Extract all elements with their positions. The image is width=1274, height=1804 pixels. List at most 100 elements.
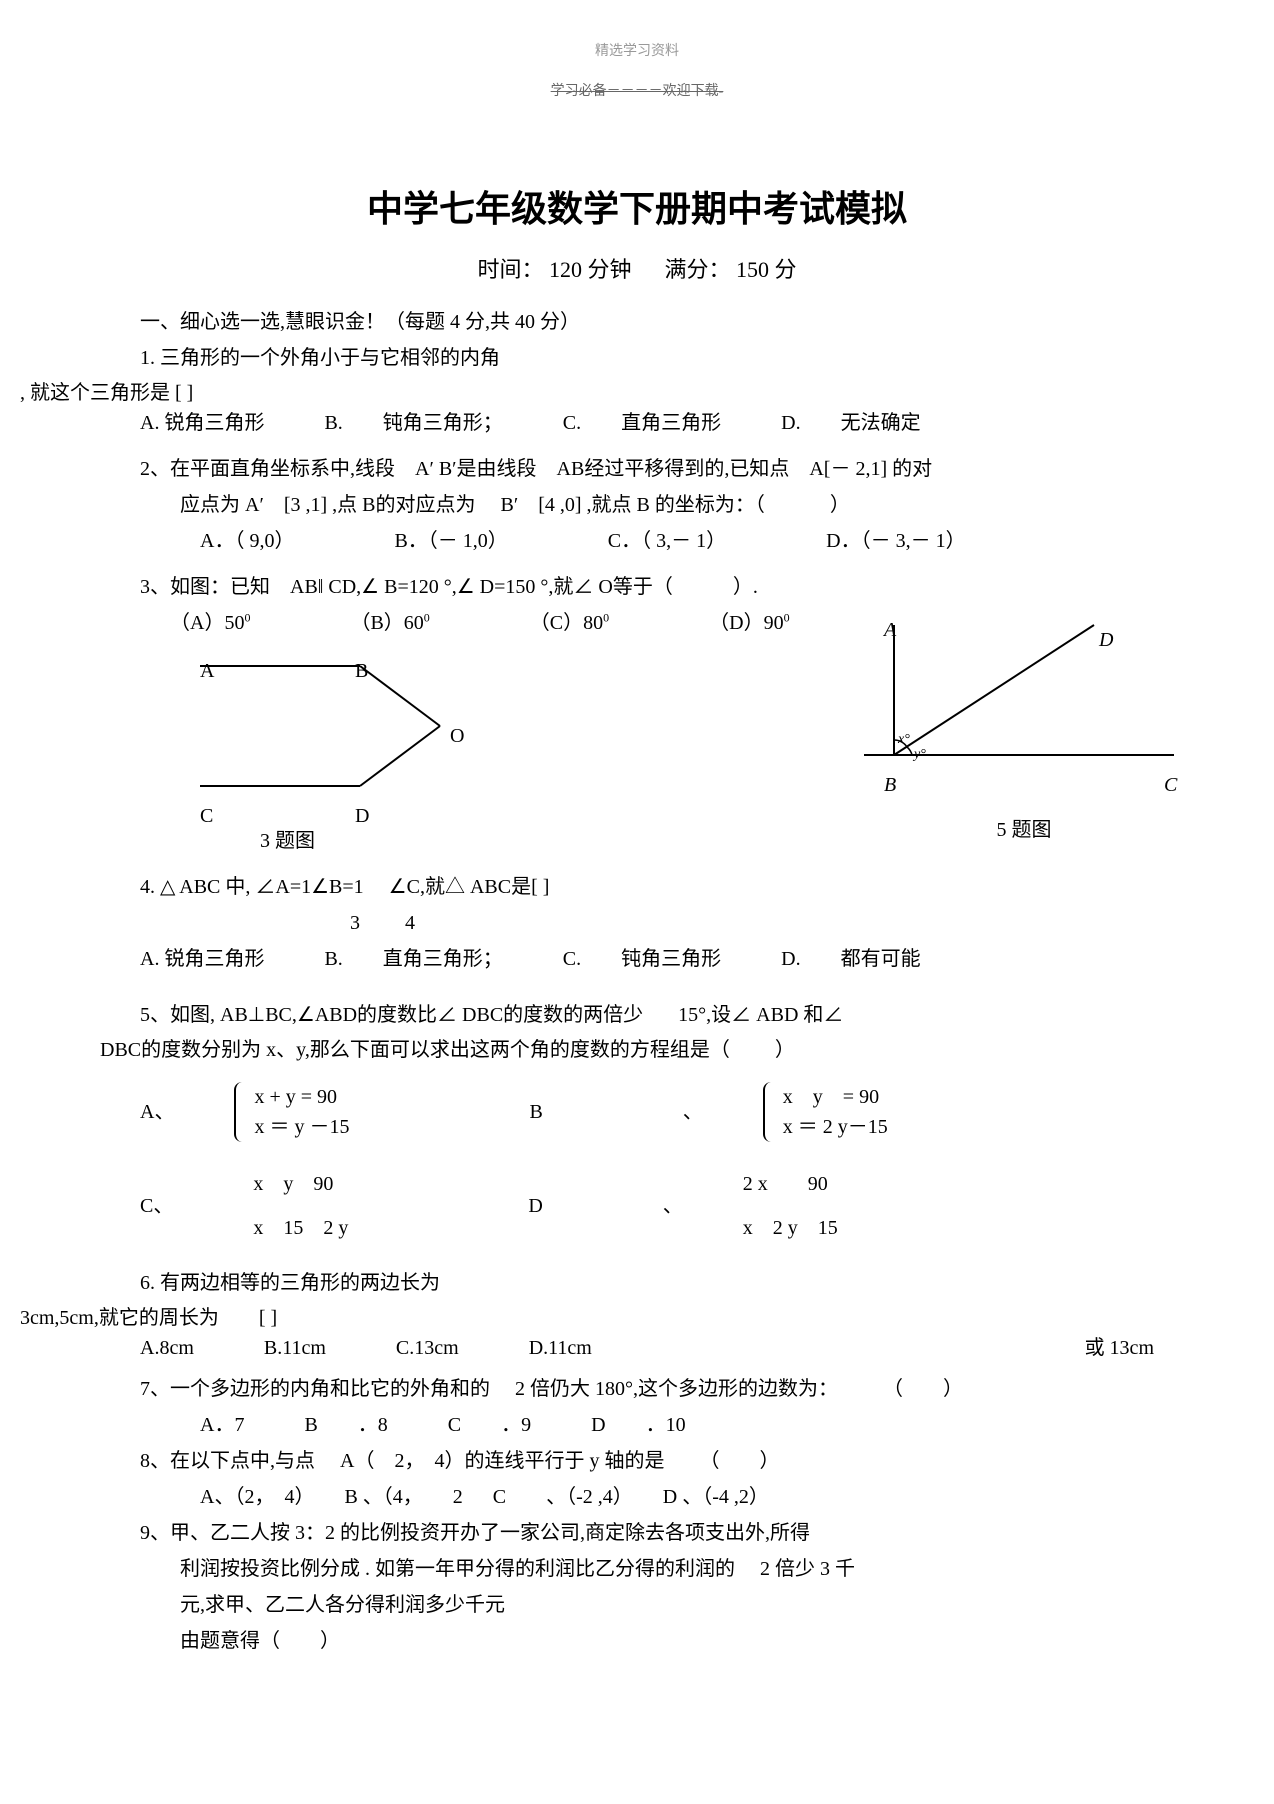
q5-diagram: A D B C x° y° bbox=[834, 605, 1194, 797]
q3-labO: O bbox=[450, 718, 464, 754]
q3-optD: （D）90 bbox=[709, 612, 783, 634]
q5-figC: C bbox=[1164, 767, 1177, 803]
q2-optA: A．（ 9,0） bbox=[200, 523, 294, 559]
q2-line1b: A′ B′是由线段 bbox=[415, 458, 537, 480]
q2: 2、在平面直角坐标系中,线段 A′ B′是由线段 AB经过平移得到的,已知点 A… bbox=[140, 451, 1214, 559]
q4-denom3: 3 bbox=[350, 912, 360, 934]
strike-header: 学习必备－－－－欢迎下载- bbox=[0, 80, 1274, 100]
q9: 9、甲、乙二人按 3：2 的比例投资开办了一家公司,商定除去各项支出外,所得 利… bbox=[140, 1515, 1214, 1659]
q5-optC-eq2: x 15 2 y bbox=[253, 1206, 348, 1250]
q5-optA-eq1: x + y = 90 bbox=[254, 1082, 349, 1112]
q5-line1a: 5、如图, AB⊥BC,∠ABD的度数比∠ DBC的度数的两倍少 bbox=[140, 1004, 643, 1026]
q5-optrow2: C、 x y 90 x 15 2 y D 、 2 x 90 x 2 y 15 bbox=[140, 1162, 1214, 1250]
q2-line2c: ） bbox=[830, 494, 850, 516]
q4-line1b: ∠C,就△ ABC是[ ] bbox=[389, 876, 550, 898]
q5-optB-sep: 、 bbox=[683, 1094, 703, 1130]
deg: 0 bbox=[424, 610, 430, 624]
q7-optD: D ．10 bbox=[591, 1407, 685, 1443]
page: 精选学习资料 学习必备－－－－欢迎下载- 中学七年级数学下册期中考试模拟 时间：… bbox=[0, 0, 1274, 1699]
q5-figD: D bbox=[1099, 622, 1113, 658]
q6-optA: A.8cm bbox=[140, 1330, 194, 1366]
q5-figx: x° bbox=[898, 727, 910, 752]
q2-optC: C．（ 3,－ 1） bbox=[608, 523, 726, 559]
q7-optC: C ．9 bbox=[448, 1407, 531, 1443]
q5-caption: 5 题图 bbox=[834, 812, 1214, 848]
q7-options: A．7 B ．8 C ．9 D ．10 bbox=[200, 1407, 1214, 1443]
deg: 0 bbox=[603, 610, 609, 624]
q7-paren: （ ） bbox=[883, 1378, 963, 1400]
q1-optC: C. 直角三角形 bbox=[563, 405, 721, 441]
q6-optE: 或 13cm bbox=[1085, 1330, 1154, 1366]
q3-optC: （C）80 bbox=[530, 612, 603, 634]
q6-optB: B.11cm bbox=[264, 1330, 326, 1366]
full-label: 满分： bbox=[665, 257, 731, 282]
q3: 3、如图：已知 AB‖ CD,∠ B=120 °,∠ D=150 °,就∠ O等… bbox=[140, 569, 1214, 605]
deg: 0 bbox=[784, 610, 790, 624]
q3-line1b: ）. bbox=[733, 576, 758, 598]
q8-line1a: 8、在以下点中,与点 bbox=[140, 1450, 315, 1472]
q4: 4. △ ABC 中, ∠A=1∠B=1 ∠C,就△ ABC是[ ] 3 4 A… bbox=[140, 869, 1214, 977]
q5-optA-lab: A、 bbox=[140, 1094, 174, 1130]
q9-line1: 9、甲、乙二人按 3：2 的比例投资开办了一家公司,商定除去各项支出外,所得 bbox=[140, 1515, 1214, 1551]
q3-optA: （A）50 bbox=[170, 612, 244, 634]
deg: 0 bbox=[244, 610, 250, 624]
q1-optA: A. 锐角三角形 bbox=[140, 405, 264, 441]
q5-figB: B bbox=[884, 767, 896, 803]
q5-line2: DBC的度数分别为 x、y,那么下面可以求出这两个角的度数的方程组是（ bbox=[100, 1039, 730, 1061]
time-label: 时间： bbox=[477, 257, 543, 282]
q5-line2b: ） bbox=[775, 1039, 795, 1061]
full-value: 150 bbox=[736, 257, 769, 282]
section1-header: 一、细心选一选,慧眼识金！（每题 4 分,共 40 分） bbox=[140, 304, 1214, 340]
q3-line1: 3、如图：已知 AB‖ CD,∠ B=120 °,∠ D=150 °,就∠ O等… bbox=[140, 576, 673, 598]
q2-line1d: A[－ 2,1] 的对 bbox=[809, 458, 932, 480]
full-unit: 分 bbox=[775, 257, 797, 282]
page-title: 中学七年级数学下册期中考试模拟 bbox=[0, 180, 1274, 232]
q5-optB-eq2: x ＝ 2 y－15 bbox=[783, 1112, 888, 1142]
q3-diagram: A B O C D bbox=[180, 646, 540, 828]
q5-optrow1: A、 x + y = 90 x ＝ y －15 B 、 x y = 90 x ＝… bbox=[140, 1082, 1214, 1142]
q5-optD-sep: 、 bbox=[663, 1188, 683, 1224]
q7-line1a: 7、一个多边形的内角和比它的外角和的 bbox=[140, 1378, 490, 1400]
q5-optD-eq: 2 x 90 x 2 y 15 bbox=[743, 1162, 838, 1250]
q3-caption: 3 题图 bbox=[260, 823, 794, 859]
q5-optB-eq1: x y = 90 bbox=[783, 1082, 888, 1112]
q2-optD: D．（－ 3,－ 1） bbox=[826, 523, 965, 559]
q4-denom4: 4 bbox=[405, 912, 415, 934]
q8-paren: （ ） bbox=[699, 1450, 779, 1472]
q2-line2b: B′ [4 ,0] ,就点 B 的坐标为：（ bbox=[500, 494, 764, 516]
q2-line1c: AB经过平移得到的,已知点 bbox=[557, 458, 790, 480]
q4-optC: C. 钝角三角形 bbox=[563, 941, 721, 977]
q5: 5、如图, AB⊥BC,∠ABD的度数比∠ DBC的度数的两倍少 15°,设∠ … bbox=[140, 997, 1214, 1033]
q1-stem1: 1. 三角形的一个外角小于与它相邻的内角 bbox=[140, 340, 1214, 376]
q7-line1b: 2 倍仍大 180°,这个多边形的边数为： bbox=[515, 1378, 838, 1400]
watermark-top: 精选学习资料 bbox=[0, 40, 1274, 60]
q6-optC: C.13cm bbox=[396, 1330, 459, 1366]
q8-optD: D 、（-4 ,2） bbox=[663, 1479, 769, 1515]
q4-line1a: 4. △ ABC 中, ∠A=1∠B=1 bbox=[140, 876, 364, 898]
q8: 8、在以下点中,与点 A（ 2， 4）的连线平行于 y 轴的是 （ ） bbox=[140, 1443, 1214, 1479]
q1-stem2: , 就这个三角形是 [ ] bbox=[20, 376, 1274, 405]
q3-labA: A bbox=[200, 653, 214, 689]
q7: 7、一个多边形的内角和比它的外角和的 2 倍仍大 180°,这个多边形的边数为：… bbox=[140, 1371, 1214, 1407]
q6-optD: D.11cm bbox=[529, 1330, 592, 1366]
q9-line3: 元,求甲、乙二人各分得利润多少千元 bbox=[180, 1587, 1214, 1623]
q1-optB: B. 钝角三角形； bbox=[324, 405, 502, 441]
q8-optC: C 、（-2 ,4） bbox=[493, 1479, 633, 1515]
q9-line2b: 2 倍少 3 千 bbox=[760, 1558, 855, 1580]
q7-optA: A．7 bbox=[200, 1407, 244, 1443]
q5-optB-lab: B bbox=[529, 1094, 542, 1130]
time-unit: 分钟 bbox=[587, 257, 631, 282]
q5-optC-eq: x y 90 x 15 2 y bbox=[253, 1162, 348, 1250]
q5-optA-eq2: x ＝ y －15 bbox=[254, 1112, 349, 1142]
q6-options: A.8cm B.11cm C.13cm D.11cm 或 13cm bbox=[140, 1330, 1214, 1366]
q5-optD-eq1: 2 x 90 bbox=[743, 1162, 838, 1206]
q7-optB: B ．8 bbox=[304, 1407, 387, 1443]
q5-optC-eq1: x y 90 bbox=[253, 1162, 348, 1206]
q3-labC: C bbox=[200, 798, 213, 834]
q8-line1b: A（ 2， 4）的连线平行于 y 轴的是 bbox=[340, 1450, 664, 1472]
q9-line4: 由题意得（ ） bbox=[180, 1623, 1214, 1659]
q5-figy: y° bbox=[914, 742, 926, 767]
q2-line2a: 应点为 A′ [3 ,1] ,点 B的对应点为 bbox=[180, 494, 475, 516]
q5-optD-lab: D bbox=[528, 1188, 542, 1224]
q1-optD: D. 无法确定 bbox=[781, 405, 920, 441]
